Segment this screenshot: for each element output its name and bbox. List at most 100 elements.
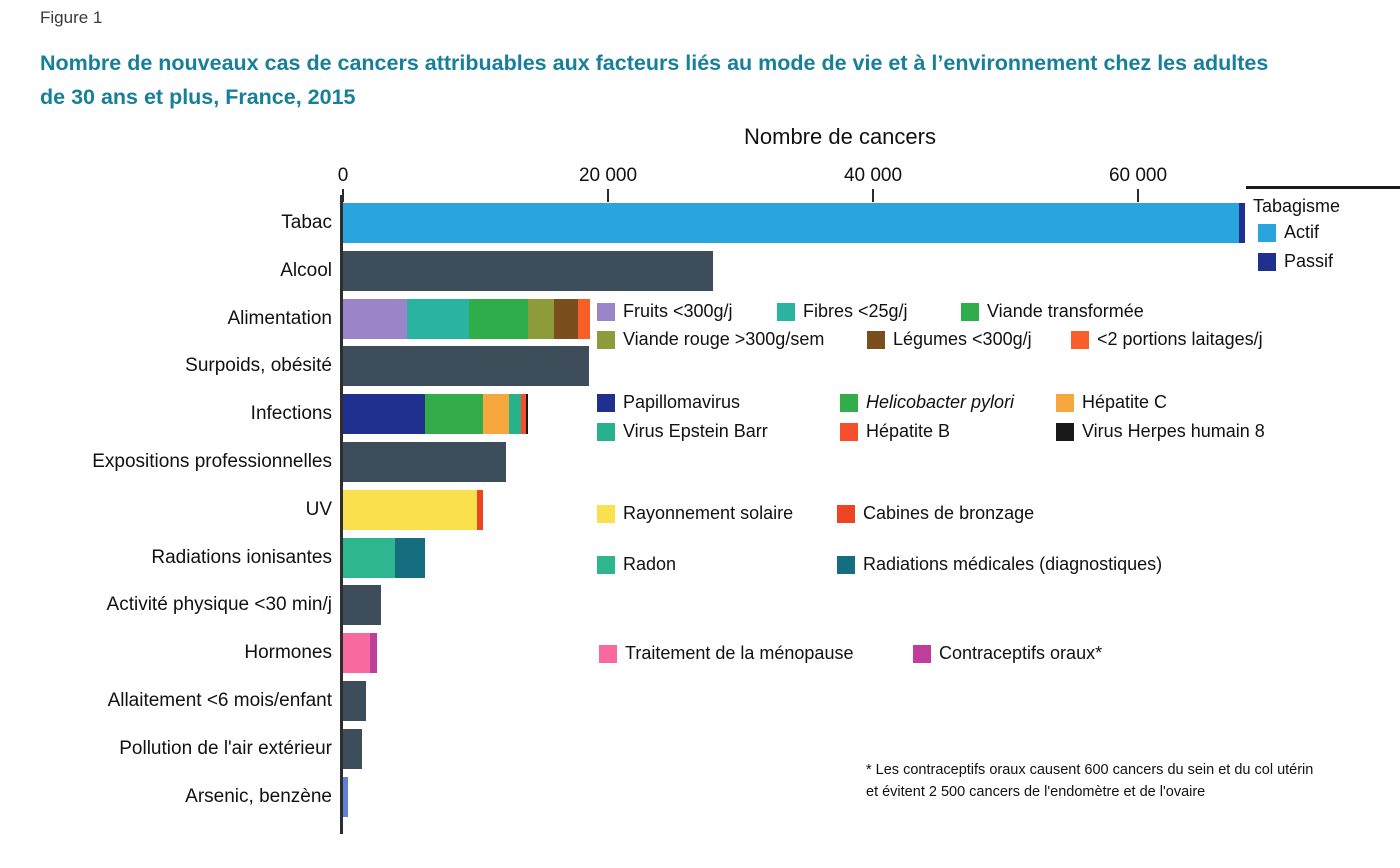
legend-swatch-virus-herpes-humain-8: [1056, 422, 1074, 441]
bar-segment-viande-rouge-300g-sem: [527, 298, 555, 339]
legend-label-passif: Passif: [1284, 251, 1334, 271]
bar-segment-expositions-professionnelles: [343, 442, 506, 482]
category-label-activit-physique-30-min-j: Activité physique <30 min/j: [106, 594, 332, 616]
bar-segment-alcool: [343, 250, 713, 291]
legend-item-actif: Actif: [1258, 222, 1319, 243]
bar-segment-surpoids-ob-sit: [343, 346, 590, 387]
tabagisme-legend-rule: [1246, 186, 1400, 189]
legend-item-papillomavirus: Papillomavirus: [597, 392, 740, 413]
legend-item-fibres-25g-j: Fibres <25g/j: [777, 301, 908, 322]
legend-item-h-patite-b: Hépatite B: [840, 421, 950, 442]
legend-label-rayonnement-solaire: Rayonnement solaire: [623, 503, 794, 523]
category-label-pollution-de-l-air-ext-rieur: Pollution de l'air extérieur: [119, 737, 332, 759]
legend-item-fruits-300g-j: Fruits <300g/j: [597, 301, 733, 322]
x-tick-mark: [342, 189, 344, 202]
x-tick-mark: [872, 189, 874, 202]
x-tick-mark: [607, 189, 609, 202]
legend-title-tabagisme: Tabagisme: [1253, 196, 1341, 216]
legend-swatch-cabines-de-bronzage: [837, 504, 855, 523]
bar-uv: [343, 489, 483, 530]
legend-swatch-viande-transform-e: [961, 302, 979, 321]
bar-pollution-de-l-air-ext-rieur: [343, 728, 363, 769]
bar-segment-virus-epstein-barr: [508, 394, 521, 435]
category-label-alimentation: Alimentation: [227, 307, 332, 329]
bar-segment-virus-herpes-humain-8: [525, 394, 528, 435]
legend-label-radon: Radon: [623, 554, 677, 574]
bar-segment-arsenic-benz-ne: [343, 776, 349, 817]
bar-segment-radiations-m-dicales-diagnostiques: [394, 537, 426, 578]
legend-swatch-l-gumes-300g-j: [867, 330, 885, 349]
x-tick-label-20-000: 20 000: [578, 165, 638, 186]
bar-segment-fruits-300g-j: [343, 298, 407, 339]
legend-item-contraceptifs-oraux: Contraceptifs oraux*: [913, 643, 1102, 664]
bar-activit-physique-30-min-j: [343, 585, 382, 626]
legend-swatch-h-patite-c: [1056, 393, 1074, 412]
legend-label-virus-epstein-barr: Virus Epstein Barr: [623, 421, 768, 441]
legend-label-2-portions-laitages-j: <2 portions laitages/j: [1097, 329, 1263, 349]
figure-title: Nombre de nouveaux cas de cancers attrib…: [40, 46, 1268, 114]
legend-label-traitement-de-la-m-nopause: Traitement de la ménopause: [625, 643, 854, 663]
legend-swatch-helicobacter-pylori: [840, 393, 858, 412]
bar-segment-tabagisme-passif: [1238, 203, 1246, 243]
category-label-expositions-professionnelles: Expositions professionnelles: [92, 451, 332, 472]
category-label-radiations-ionisantes: Radiations ionisantes: [151, 546, 332, 568]
legend-swatch-actif: [1258, 223, 1276, 242]
legend-label-helicobacter-pylori: Helicobacter pylori: [866, 392, 1015, 412]
legend-label-virus-herpes-humain-8: Virus Herpes humain 8: [1082, 421, 1265, 441]
legend-item-virus-herpes-humain-8: Virus Herpes humain 8: [1056, 421, 1265, 442]
legend-swatch-rayonnement-solaire: [597, 504, 615, 523]
legend-swatch-virus-epstein-barr: [597, 422, 615, 441]
bar-alcool: [343, 250, 713, 291]
category-label-hormones: Hormones: [244, 642, 332, 664]
bar-segment-viande-transform-e: [468, 298, 528, 339]
footnote: * Les contraceptifs oraux causent 600 ca…: [866, 762, 1314, 800]
bar-segment-rayonnement-solaire: [343, 489, 477, 530]
legend-swatch-fruits-300g-j: [597, 302, 615, 321]
bar-allaitement-6-mois-enfant: [343, 681, 366, 721]
x-tick-mark: [1137, 189, 1139, 202]
bar-segment-cabines-de-bronzage: [476, 489, 483, 530]
bar-segment-radon: [343, 537, 395, 578]
legend-label-actif: Actif: [1284, 222, 1320, 242]
bar-infections: [343, 394, 528, 435]
bar-surpoids-ob-sit: [343, 346, 590, 387]
bar-segment-2-portions-laitages-j: [578, 298, 591, 339]
legend-item-virus-epstein-barr: Virus Epstein Barr: [597, 421, 768, 442]
legend-item-viande-rouge-300g-sem: Viande rouge >300g/sem: [597, 329, 824, 350]
figure-label: Figure 1: [40, 8, 103, 27]
legend-swatch-viande-rouge-300g-sem: [597, 330, 615, 349]
legend-label-viande-transform-e: Viande transformée: [987, 301, 1144, 321]
legend-item-h-patite-c: Hépatite C: [1056, 392, 1167, 413]
bar-segment-h-patite-c: [483, 394, 509, 435]
bar-expositions-professionnelles: [343, 442, 506, 482]
category-label-infections: Infections: [250, 403, 332, 425]
legend-swatch-contraceptifs-oraux: [913, 644, 931, 663]
legend-item-cabines-de-bronzage: Cabines de bronzage: [837, 503, 1034, 524]
legend-swatch-traitement-de-la-m-nopause: [599, 644, 617, 663]
legend-label-h-patite-c: Hépatite C: [1082, 392, 1168, 412]
bar-arsenic-benz-ne: [343, 776, 349, 817]
x-tick-label-60-000: 60 000: [1108, 165, 1168, 186]
category-label-alcool: Alcool: [280, 259, 332, 281]
legend-swatch-2-portions-laitages-j: [1071, 330, 1089, 349]
bar-segment-l-gumes-300g-j: [554, 298, 579, 339]
legend-label-contraceptifs-oraux: Contraceptifs oraux*: [939, 643, 1103, 663]
category-label-tabac: Tabac: [281, 212, 332, 233]
legend-item-viande-transform-e: Viande transformée: [961, 301, 1144, 322]
bar-segment-contraceptifs-oraux: [369, 633, 378, 674]
legend-label-fibres-25g-j: Fibres <25g/j: [803, 301, 908, 321]
legend-item-helicobacter-pylori: Helicobacter pylori: [840, 392, 1014, 413]
legend-swatch-h-patite-b: [840, 422, 858, 441]
category-label-uv: UV: [305, 498, 332, 520]
figure-title-line1: Nombre de nouveaux cas de cancers attrib…: [40, 51, 1269, 75]
legend-label-cabines-de-bronzage: Cabines de bronzage: [863, 503, 1035, 523]
bar-tabac: [343, 203, 1246, 243]
bar-hormones: [343, 633, 378, 674]
bar-radiations-ionisantes: [343, 537, 426, 578]
legend-label-radiations-m-dicales-diagnostiques: Radiations médicales (diagnostiques): [863, 554, 1163, 574]
bar-segment-activit-physique-30-min-j: [343, 585, 382, 626]
legend-swatch-passif: [1258, 252, 1276, 271]
legend-swatch-fibres-25g-j: [777, 302, 795, 321]
x-tick-label-0: 0: [337, 165, 349, 186]
